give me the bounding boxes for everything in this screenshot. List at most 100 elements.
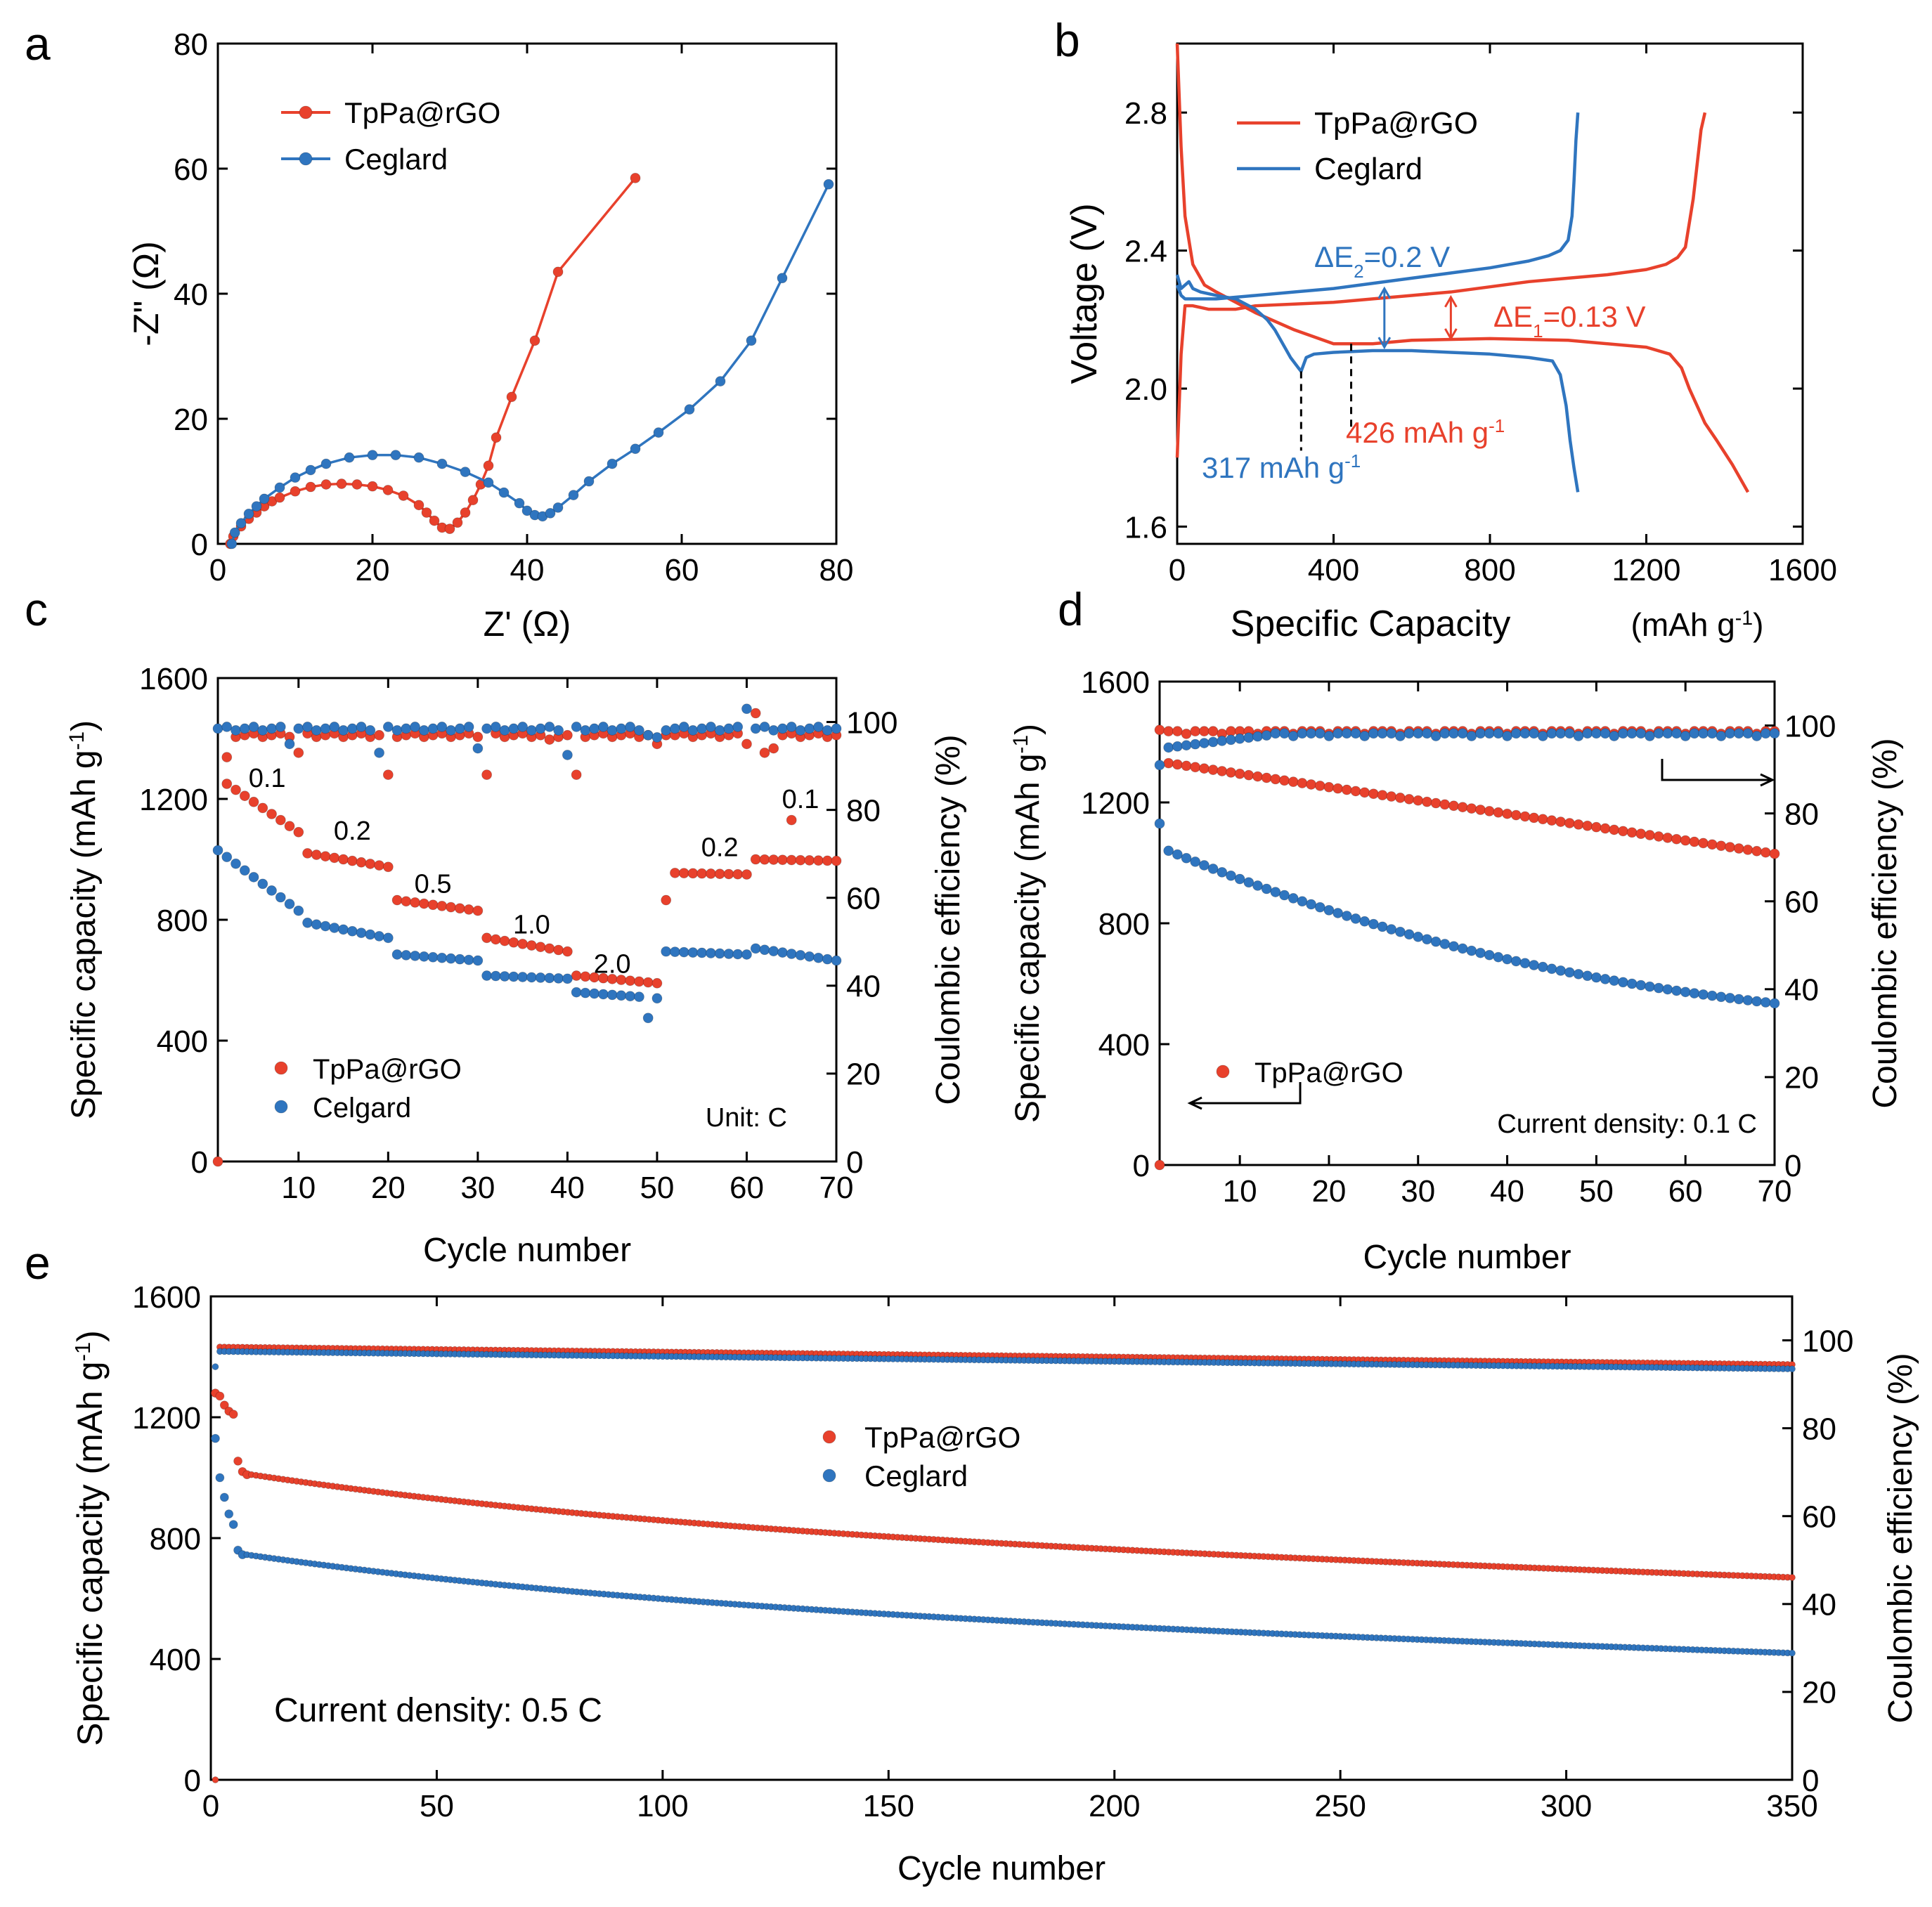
y-axis-title: Specific capacity (mAh g-1) xyxy=(65,720,103,1119)
axis-pointer-left xyxy=(1191,1082,1302,1105)
y2-tick-label: 60 xyxy=(846,882,881,916)
capacity-point xyxy=(1582,820,1593,831)
capacity-point xyxy=(1226,870,1236,881)
x-tick-label: 250 xyxy=(1314,1789,1366,1823)
ce-point xyxy=(526,725,537,736)
capacity-point xyxy=(625,991,636,1002)
ce-point xyxy=(1226,734,1236,746)
capacity-point xyxy=(1190,856,1201,867)
capacity-point xyxy=(1359,916,1370,927)
capacity-point xyxy=(490,934,501,945)
arrowhead xyxy=(1760,773,1775,787)
capacity-point xyxy=(1725,842,1735,853)
ce-point xyxy=(696,723,708,734)
ce-point xyxy=(759,747,770,758)
ce-point xyxy=(1439,728,1451,739)
legend-marker xyxy=(299,152,313,166)
capacity-point xyxy=(346,855,358,866)
ce-point xyxy=(1377,728,1388,739)
capacity-point xyxy=(678,946,689,958)
y2-tick-label: 0 xyxy=(846,1145,863,1180)
capacity-point xyxy=(544,972,555,984)
ce-point xyxy=(1190,738,1201,750)
capacity-point xyxy=(804,855,815,866)
ce-point xyxy=(212,1776,219,1783)
capacity-point xyxy=(786,949,797,959)
capacity-point xyxy=(427,951,439,963)
capacity-point xyxy=(661,946,672,957)
capacity-point xyxy=(642,1013,654,1024)
capacity-point xyxy=(1502,953,1512,965)
ce-point xyxy=(365,725,376,736)
ce-point xyxy=(490,722,501,732)
capacity-point xyxy=(1635,828,1647,840)
x-tick-label: 80 xyxy=(819,553,854,587)
ce-point xyxy=(1172,726,1183,737)
ce-point xyxy=(1546,728,1557,739)
series-curve-discharge xyxy=(1175,43,1750,493)
y2-tick-label: 0 xyxy=(1784,1149,1801,1183)
ce-point xyxy=(1510,728,1522,739)
data-point xyxy=(336,479,347,489)
capacity-point xyxy=(1314,780,1325,791)
capacity-point xyxy=(374,860,384,871)
capacity-point xyxy=(401,950,412,961)
ce-point xyxy=(302,722,313,732)
capacity-point xyxy=(1413,931,1424,942)
data-point xyxy=(467,495,479,506)
x-tick-label: 20 xyxy=(356,553,390,587)
capacity-point xyxy=(356,857,367,868)
capacity-point xyxy=(670,867,680,878)
x-tick-label: 40 xyxy=(550,1171,585,1205)
capacity-point xyxy=(463,954,474,965)
y2-tick-label: 40 xyxy=(1784,973,1819,1008)
capacity-point xyxy=(1181,852,1192,864)
capacity-point xyxy=(1306,899,1316,910)
x-tick-label: 200 xyxy=(1089,1789,1140,1823)
capacity-point xyxy=(1207,864,1219,874)
data-point xyxy=(491,432,502,443)
capacity-point xyxy=(1582,970,1593,982)
capacity-point xyxy=(382,861,394,873)
data-point xyxy=(483,477,494,488)
capacity-point xyxy=(211,1433,220,1443)
legend-marker xyxy=(274,1100,288,1114)
x-axis-title: Specific Capacity xyxy=(1231,604,1511,644)
data-point xyxy=(498,487,510,498)
x-tick-label: 1600 xyxy=(1768,553,1837,587)
legend-label: TpPa@rGO xyxy=(864,1421,1020,1454)
data-point xyxy=(398,490,409,501)
ce-point xyxy=(1217,736,1228,746)
y2-tick-label: 40 xyxy=(846,970,881,1004)
capacity-point xyxy=(741,949,752,960)
ce-point xyxy=(1181,729,1192,739)
data-point xyxy=(274,492,285,503)
capacity-point xyxy=(517,939,529,949)
capacity-point xyxy=(1377,921,1388,932)
current-density-note: Current density: 0.5 C xyxy=(274,1692,602,1729)
ce-point xyxy=(759,722,770,732)
ce-point xyxy=(446,725,456,736)
ce-point xyxy=(1350,728,1361,739)
panel-e: 0 50 100 150 200 250 300 3500400800120016000204… xyxy=(25,1237,1919,1887)
data-point xyxy=(630,443,641,455)
capacity-point xyxy=(1207,764,1219,775)
data-point xyxy=(607,458,618,469)
ce-point xyxy=(822,725,833,736)
capacity-point xyxy=(1386,791,1397,802)
x-tick-label: 100 xyxy=(637,1789,688,1823)
capacity-point xyxy=(1243,877,1254,888)
capacity-point xyxy=(1600,974,1611,984)
data-point xyxy=(583,476,595,487)
y2-axis-title: Coulombic efficiency (%) xyxy=(1882,1353,1919,1723)
capacity-point xyxy=(1618,977,1628,988)
current-density-note: Current density: 0.1 C xyxy=(1497,1109,1757,1139)
ce-point xyxy=(320,723,331,734)
ce-point xyxy=(1333,728,1344,739)
capacity-point xyxy=(1422,796,1432,807)
capacity-point xyxy=(1484,949,1495,961)
ce-point xyxy=(1368,728,1379,739)
ce-point xyxy=(1207,736,1219,748)
y-axis-title: Specific capacity (mAh g-1) xyxy=(70,1330,110,1746)
capacity-point xyxy=(356,928,367,939)
